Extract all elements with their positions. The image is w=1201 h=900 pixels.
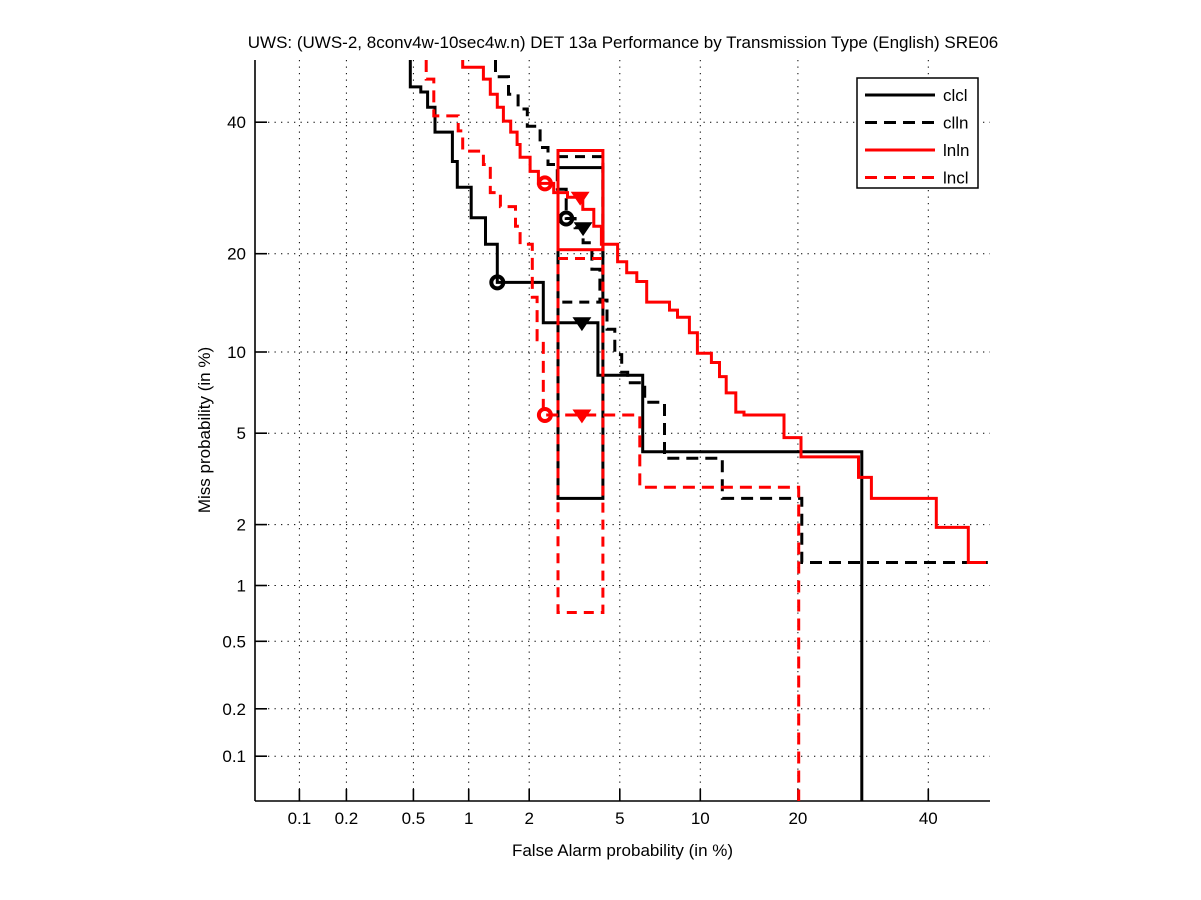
legend-label-clln: clln bbox=[943, 114, 969, 133]
x-tick-label-1: 1 bbox=[464, 809, 473, 828]
dcf-box-clcl bbox=[556, 166, 605, 500]
triangle-marker-clcl bbox=[572, 317, 592, 332]
legend-label-lncl: lncl bbox=[943, 169, 969, 188]
x-tick-label-0.2: 0.2 bbox=[335, 809, 359, 828]
dcf-box-lncl bbox=[556, 257, 605, 614]
circle-marker-lnln bbox=[536, 175, 553, 192]
circle-marker-lncl bbox=[536, 407, 553, 423]
x-tick-label-10: 10 bbox=[691, 809, 710, 828]
x-tick-label-40: 40 bbox=[919, 809, 938, 828]
circle-marker-clcl bbox=[489, 274, 506, 291]
det-series-lnln bbox=[461, 60, 987, 564]
triangle-marker-clln bbox=[573, 222, 593, 237]
det-series-lncl bbox=[424, 60, 801, 801]
dcf-box-lnln bbox=[556, 149, 605, 252]
axes bbox=[254, 60, 990, 802]
y-tick-label-40: 40 bbox=[227, 113, 246, 132]
y-tick-label-5: 5 bbox=[237, 424, 246, 443]
legend: clcl clln lnln lncl bbox=[856, 77, 979, 189]
y-tick-label-10: 10 bbox=[227, 343, 246, 362]
y-tick-label-0.2: 0.2 bbox=[222, 700, 246, 719]
tick-labels: 0.1 0.2 0.5 1 2 5 10 20 40 0.1 0.2 0.5 1 2 5 10 20 40 bbox=[222, 113, 937, 828]
det-curve-lncl bbox=[424, 60, 801, 801]
det-curve-lnln bbox=[461, 60, 987, 564]
y-tick-label-0.5: 0.5 bbox=[222, 632, 246, 651]
x-axis-label: False Alarm probability (in %) bbox=[511, 841, 734, 860]
legend-label-lnln: lnln bbox=[943, 141, 969, 160]
x-tick-label-0.1: 0.1 bbox=[288, 809, 312, 828]
legend-label-clcl: clcl bbox=[943, 86, 968, 105]
x-tick-label-20: 20 bbox=[788, 809, 807, 828]
chart-title: UWS: (UWS-2, 8conv4w-10sec4w.n) DET 13a … bbox=[247, 33, 999, 52]
y-tick-label-20: 20 bbox=[227, 245, 246, 264]
x-tick-label-5: 5 bbox=[615, 809, 624, 828]
det-curve-clln bbox=[494, 60, 988, 564]
y-tick-label-0.1: 0.1 bbox=[222, 747, 246, 766]
y-axis-label-text: Miss probability (in %) bbox=[195, 346, 214, 514]
triangle-marker-lncl bbox=[572, 409, 592, 424]
y-tick-label-2: 2 bbox=[237, 516, 246, 535]
det-series-clcl bbox=[408, 60, 864, 801]
x-tick-label-0.5: 0.5 bbox=[402, 809, 426, 828]
x-tick-label-2: 2 bbox=[524, 809, 533, 828]
y-tick-label-1: 1 bbox=[237, 577, 246, 596]
circle-marker-clln bbox=[558, 210, 575, 227]
triangle-marker-lnln bbox=[570, 191, 590, 206]
det-curve-clcl bbox=[408, 60, 864, 801]
